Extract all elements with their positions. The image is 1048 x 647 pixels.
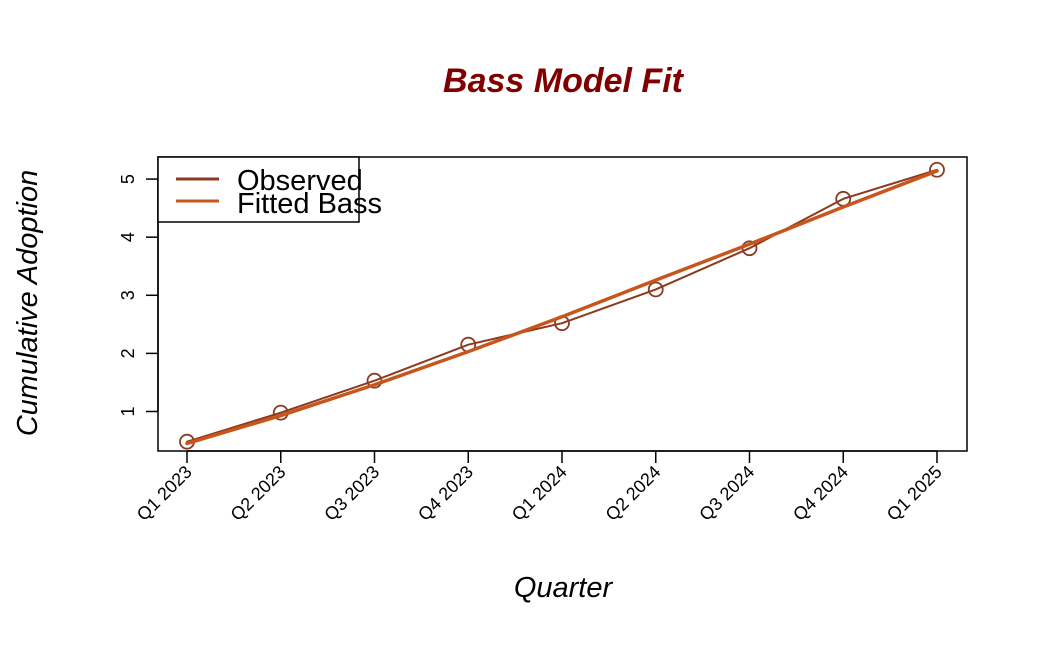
x-tick-label: Q3 2023 xyxy=(320,462,383,525)
x-axis: Q1 2023 Q2 2023 Q3 2023 Q4 2023 Q1 2024 Q2 20… xyxy=(133,450,946,525)
observed-point xyxy=(647,281,664,298)
y-axis: 1 2 3 4 5 xyxy=(118,174,159,416)
legend-box xyxy=(157,156,360,223)
observed-point xyxy=(929,161,945,178)
legend-observed-label: Observed xyxy=(237,165,363,197)
legend-fitted-label: Fitted Bass xyxy=(237,188,382,220)
x-tick-label: Q1 2023 xyxy=(133,462,196,525)
observed-line xyxy=(186,168,938,443)
x-tick-label: Q2 2024 xyxy=(602,462,665,525)
x-tick-label: Q4 2024 xyxy=(789,462,852,525)
x-tick-label: Q4 2023 xyxy=(414,462,477,525)
chart-title: Bass Model Fit xyxy=(443,62,685,100)
x-axis-label: Quarter xyxy=(514,572,614,604)
y-tick-label: 3 xyxy=(118,290,138,300)
y-tick-label: 2 xyxy=(118,348,138,358)
y-axis-label: Cumulative Adoption xyxy=(12,170,44,437)
x-tick-label: Q1 2025 xyxy=(883,462,946,525)
fitted-bass-line xyxy=(185,169,939,446)
x-tick-label: Q3 2024 xyxy=(695,462,758,525)
y-tick-label: 4 xyxy=(118,232,138,242)
legend: Observed Fitted Bass xyxy=(157,156,382,223)
y-tick-label: 1 xyxy=(118,406,138,416)
series-layer xyxy=(179,161,945,450)
y-tick-label: 5 xyxy=(118,174,138,184)
x-tick-label: Q1 2024 xyxy=(508,462,571,525)
x-tick-label: Q2 2023 xyxy=(227,462,290,525)
